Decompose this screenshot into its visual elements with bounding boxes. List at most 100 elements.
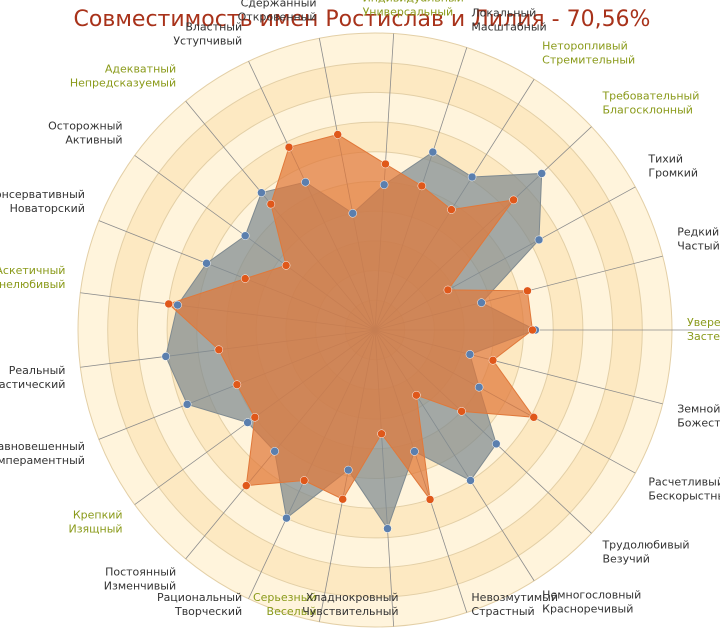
series-point [266,199,276,209]
series-point [250,413,260,422]
axis-label: Консервативный [0,188,85,201]
axis-label: Невозмутимый [471,591,558,604]
axis-label: Везучий [602,553,649,566]
axis-label: Громкий [648,167,698,180]
axis-label: Активный [65,134,122,147]
axis-label: Уступчивый [173,35,242,48]
series-point [509,195,518,205]
axis-label: Трудолюбивый [601,539,689,552]
axis-label: Изящный [68,522,122,535]
series-point [466,476,475,485]
axis-label: Неторопливый [542,40,628,53]
axis-label: Постоянный [105,565,176,578]
series-point [214,345,224,354]
axis-label: Божественный [677,417,720,430]
series-point [488,356,498,365]
axis-label: Темпераментный [0,454,85,467]
axis-label: Осторожный [48,120,123,133]
axis-label: Бескорыстный [648,489,720,502]
series-point [299,476,309,485]
axis-label: Уверенный [687,316,720,329]
series-point [465,350,475,359]
series-point [257,188,266,197]
axis-label: Редкий [677,225,719,238]
axis-label: Требовательный [601,89,699,102]
axis-label: Рациональный [157,591,242,604]
series-point [161,352,171,361]
axis-label: Застенчивый [687,330,720,343]
axis-label: Чувствительный [302,605,398,618]
axis-label: Стремительный [542,54,635,67]
axis-label: Аскетичный [0,264,65,277]
series-point [425,495,435,504]
axis-label: Универсальный [363,6,454,19]
series-point [243,418,252,427]
series-point [202,259,211,268]
series-point [333,130,342,139]
series-point [164,299,173,309]
axis-label: Страстный [471,605,534,618]
series-point [457,407,466,416]
series-point [447,205,456,214]
axis-label: Крепкий [73,508,123,521]
axis-label: Жизнелюбивый [0,278,65,291]
series-point [417,181,427,191]
axis-label: Веселый [267,605,317,618]
axis-label: Реальный [9,364,66,377]
axis-label: Фантастический [0,378,65,391]
axis-label: Властный [185,21,242,34]
axis-label: Локальный [471,6,536,19]
series-point [537,169,546,178]
series-point [528,325,537,335]
series-point [410,447,419,456]
series-point [281,261,291,270]
series-point [242,481,251,490]
axis-label: Изменчивый [104,579,176,592]
series-point [383,524,392,533]
axis-label: Откровенный [238,11,317,24]
series-point [379,180,389,190]
axis-label: Немногословный [542,588,641,601]
series-point [240,274,250,283]
series-point [428,147,438,157]
series-point [232,380,242,389]
series-point [467,172,477,182]
axis-label: Новаторский [10,202,85,215]
series-point [344,465,353,475]
series-point [491,439,501,449]
series-point [270,447,279,456]
axis-label: Масштабный [471,20,546,33]
series-point [338,494,347,504]
series-point [381,159,390,169]
axis-label: Расчетливый [648,475,720,488]
axis-label: Хладнокровный [306,591,399,604]
axis-label: Благосклонный [602,103,693,116]
series-point [443,285,453,295]
axis-label: Частый [677,239,720,252]
axis-label: Непредсказуемый [70,77,176,90]
series-point [173,300,182,310]
series-point [284,143,294,152]
axis-label: Тихий [647,153,683,166]
series-point [377,429,386,438]
axis-label: Красноречивый [542,602,633,615]
series-point [534,235,544,245]
series-point [301,177,310,187]
axis-label: Уравновешенный [0,440,85,453]
series-point [523,286,532,296]
axis-label: Адекватный [105,63,176,76]
axis-label: Сдержанный [241,0,317,10]
series-point [348,209,357,218]
axis-label: Индивидуальный [363,0,464,5]
series-point [240,231,250,240]
series-point [182,400,192,409]
axis-label: Творческий [174,605,242,618]
series-area [167,133,535,502]
chart-title: Совместимость имен Ростислав и Лилия - 7… [74,7,651,32]
series-point [282,513,291,523]
series-point [474,382,484,392]
series-point [529,413,539,422]
axis-label: Земной [677,403,720,416]
series-point [477,298,486,307]
